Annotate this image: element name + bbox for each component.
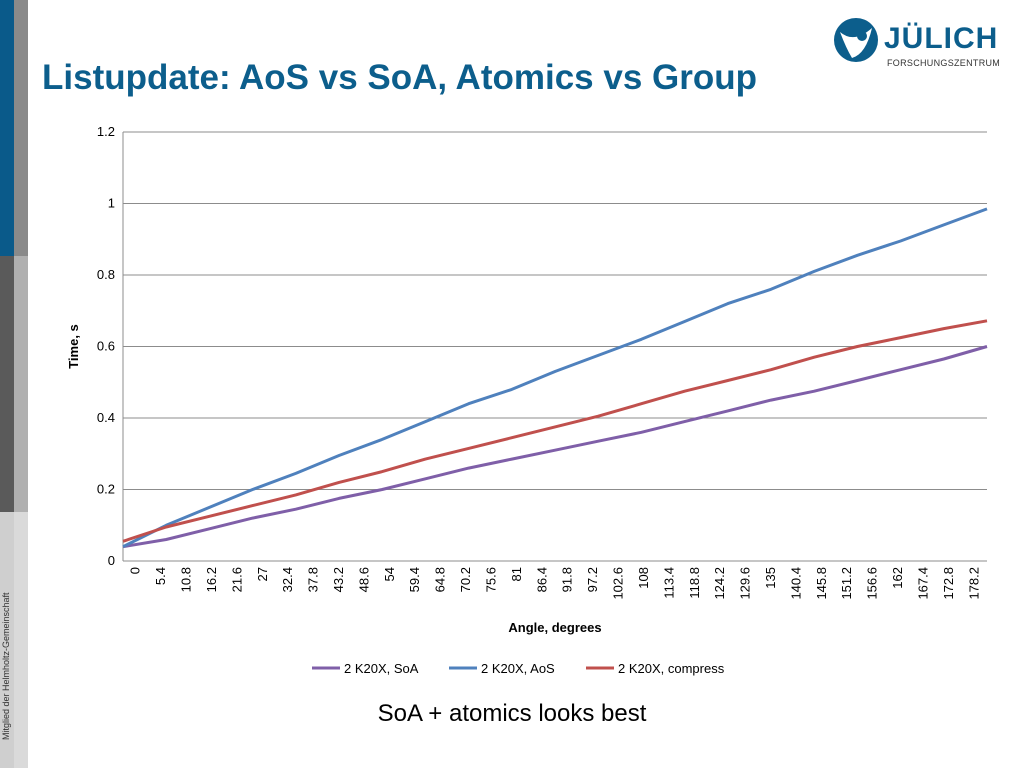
x-tick-label: 97.2 [585,567,600,592]
legend-label: 2 K20X, compress [618,661,725,676]
x-tick-label: 129.6 [738,567,753,600]
x-tick-label: 75.6 [483,567,498,592]
x-tick-label: 167.4 [915,567,930,600]
y-tick-label: 0.4 [97,410,115,425]
y-axis-title: Time, s [66,324,81,369]
legend-label: 2 K20X, SoA [344,661,419,676]
x-tick-label: 162 [890,567,905,589]
x-tick-label: 124.2 [712,567,727,600]
side-bar-segment [14,256,28,512]
series-line-1 [122,345,988,549]
y-tick-label: 1 [108,196,115,211]
x-tick-label: 102.6 [611,567,626,600]
x-tick-label: 5.4 [153,567,168,585]
slide-title: Listupdate: AoS vs SoA, Atomics vs Group [42,58,758,97]
series-line-3 [122,319,988,543]
x-tick-label: 32.4 [280,567,295,592]
side-bar-segment [0,0,14,256]
x-tick-label: 178.2 [966,567,981,600]
x-tick-label: 54 [382,567,397,581]
x-axis-title: Angle, degrees [508,620,601,635]
x-tick-label: 59.4 [407,567,422,592]
side-bar [0,0,28,768]
x-tick-label: 108 [636,567,651,589]
x-tick-label: 16.2 [204,567,219,592]
x-tick-label: 151.2 [839,567,854,600]
line-chart: 0 0.2 0.4 0.6 0.8 1 1.2 0 5.4 10.8 16.2 21.6 27 32.4 3… [66,124,988,676]
x-tick-label: 86.4 [534,567,549,592]
juelich-logo-icon [834,18,878,62]
x-tick-label: 64.8 [433,567,448,592]
legend-label: 2 K20X, AoS [481,661,555,676]
series-line-2 [122,207,988,549]
x-tick-label: 113.4 [661,567,676,599]
x-tick-label: 91.8 [560,567,575,592]
y-tick-label: 0.2 [97,482,115,497]
logo-name: JÜLICH [884,22,999,55]
x-tick-label: 135 [763,567,778,589]
y-tick-label: 0.8 [97,267,115,282]
side-bar-segment [14,512,28,768]
y-tick-label: 0.6 [97,339,115,354]
x-tick-label: 37.8 [306,567,321,592]
x-tick-label: 10.8 [179,567,194,592]
side-bar-segment [14,0,28,256]
x-tick-label: 48.6 [356,567,371,592]
side-bar-segment [0,256,14,512]
y-tick-label: 0 [108,553,115,568]
x-tick-label: 43.2 [331,567,346,592]
x-tick-label: 118.8 [687,567,702,599]
x-tick-label: 140.4 [788,567,803,600]
x-tick-label: 156.6 [865,567,880,600]
x-tick-label: 0 [128,567,143,574]
logo-subtitle: FORSCHUNGSZENTRUM [887,58,1001,68]
x-tick-label: 21.6 [229,567,244,592]
x-tick-label: 27 [255,567,270,581]
x-tick-label: 172.8 [941,567,956,600]
slide-caption: SoA + atomics looks best [377,700,647,727]
x-tick-label: 145.8 [814,567,829,600]
x-tick-label: 81 [509,567,524,581]
x-tick-label: 70.2 [458,567,473,592]
juelich-logo: JÜLICH FORSCHUNGSZENTRUM [832,14,1012,74]
y-tick-label: 1.2 [97,124,115,139]
